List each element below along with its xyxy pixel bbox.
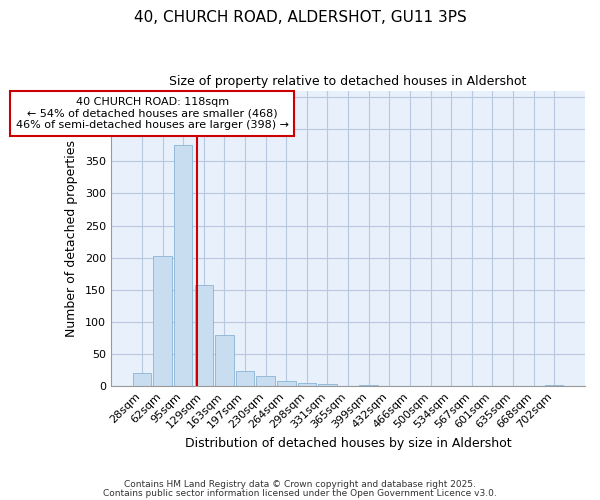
Bar <box>194 286 213 386</box>
Bar <box>277 381 296 386</box>
Bar <box>545 385 563 386</box>
Text: Contains HM Land Registry data © Crown copyright and database right 2025.: Contains HM Land Registry data © Crown c… <box>124 480 476 489</box>
Bar <box>236 372 254 386</box>
Y-axis label: Number of detached properties: Number of detached properties <box>65 140 78 337</box>
Text: 40 CHURCH ROAD: 118sqm
← 54% of detached houses are smaller (468)
46% of semi-de: 40 CHURCH ROAD: 118sqm ← 54% of detached… <box>16 97 289 130</box>
Bar <box>153 256 172 386</box>
Bar <box>133 374 151 386</box>
Bar <box>298 383 316 386</box>
Bar <box>215 335 233 386</box>
Text: 40, CHURCH ROAD, ALDERSHOT, GU11 3PS: 40, CHURCH ROAD, ALDERSHOT, GU11 3PS <box>134 10 466 25</box>
Text: Contains public sector information licensed under the Open Government Licence v3: Contains public sector information licen… <box>103 490 497 498</box>
Bar <box>256 376 275 386</box>
Bar <box>318 384 337 386</box>
Title: Size of property relative to detached houses in Aldershot: Size of property relative to detached ho… <box>169 75 527 88</box>
Bar <box>174 145 193 386</box>
Bar <box>359 385 378 386</box>
X-axis label: Distribution of detached houses by size in Aldershot: Distribution of detached houses by size … <box>185 437 511 450</box>
